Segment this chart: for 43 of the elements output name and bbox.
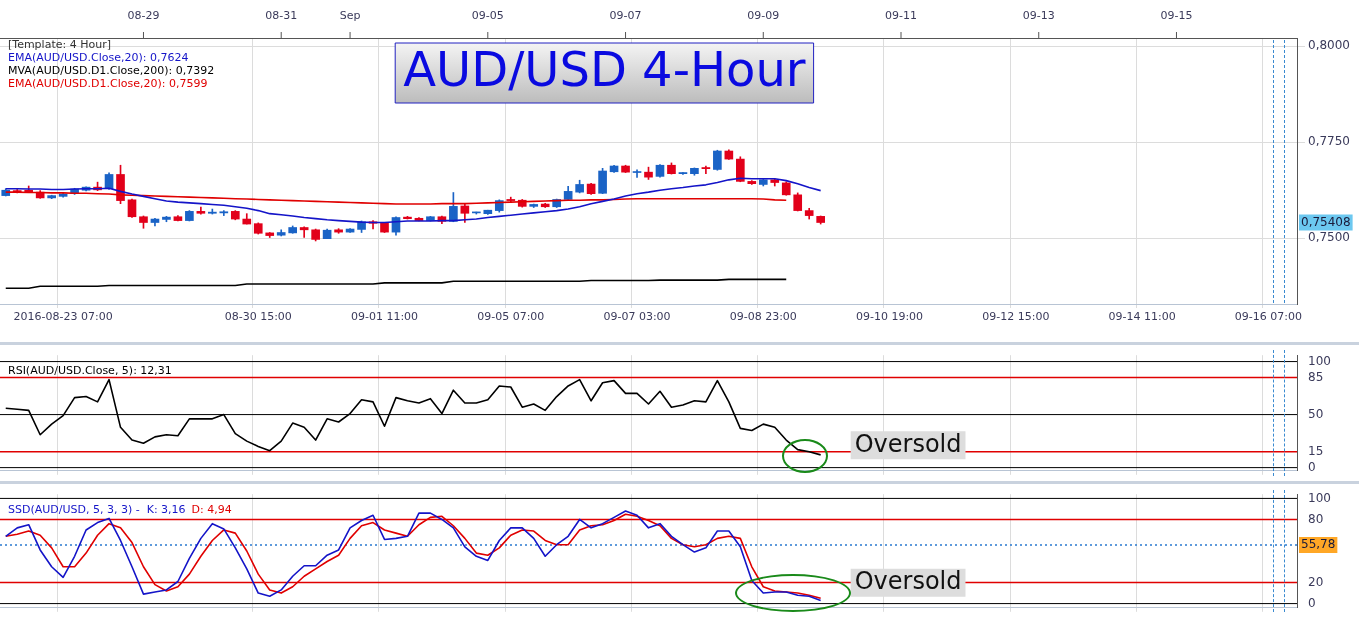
text: MVA(AUD/USD.D1.Close,200): 0,7392: [8, 64, 215, 78]
text: 08-29: [127, 8, 160, 22]
x-tick-label: 09-05 07:00: [477, 310, 545, 324]
text: Sep: [339, 8, 361, 22]
series-label: D: 4,94: [191, 502, 232, 516]
y-tick-label: 0: [1308, 459, 1316, 474]
text: 09-11: [885, 8, 917, 22]
text: 09-07: [609, 8, 642, 22]
series-label: RSI(AUD/USD.Close, 5): 12,31: [8, 363, 172, 377]
x-tick-label: 09-12 15:00: [982, 310, 1050, 324]
chart-title: AUD/USD 4-Hour: [403, 41, 806, 98]
text: 09-15: [1160, 8, 1193, 22]
x-tick-label: 09-14 11:00: [1108, 310, 1176, 324]
y-tick-label: 85: [1308, 369, 1324, 384]
legend-title: [Template: 4 Hour]: [8, 38, 111, 52]
y-tick-label: 0,8000: [1308, 38, 1350, 53]
y-tick-label: 0: [1308, 595, 1316, 610]
x-tick-label: 08-30 15:00: [224, 310, 292, 324]
text: EMA(AUD/USD.Close,20): 0,7624: [8, 51, 189, 65]
y-tick-label: 0,7750: [1308, 134, 1350, 149]
ref-line-label: 55,78: [1301, 537, 1336, 552]
x-tick-label: 09-07 03:00: [603, 310, 671, 324]
annotation: Oversold: [854, 567, 962, 596]
x-tick-label: 09-01 11:00: [350, 310, 419, 324]
y-tick-label: 50: [1308, 406, 1324, 421]
annotation: Oversold: [854, 429, 962, 458]
x-tick-label: 09-10 19:00: [855, 310, 924, 324]
y-tick-label: 100: [1308, 353, 1331, 368]
y-tick-label: 20: [1308, 574, 1324, 589]
y-tick-label: 15: [1308, 443, 1324, 458]
text: 09-05: [471, 8, 504, 22]
text: 0,75408: [1301, 214, 1351, 229]
y-tick-label: 100: [1308, 490, 1331, 505]
text: 08-31: [265, 8, 298, 22]
y-tick-label: 0,7500: [1308, 230, 1350, 245]
y-tick-label: 80: [1308, 511, 1324, 526]
x-tick-label: 09-08 23:00: [729, 310, 797, 324]
series-label: SSD(AUD/USD, 5, 3, 3) - K: 3,16: [8, 502, 186, 516]
x-tick-label: 09-16 07:00: [1234, 310, 1302, 324]
text: EMA(AUD/USD.D1.Close,20): 0,7599: [8, 77, 208, 91]
text: 09-13: [1022, 8, 1055, 22]
x-tick-label: 2016-08-23 07:00: [13, 310, 113, 324]
text: 09-09: [747, 8, 780, 22]
